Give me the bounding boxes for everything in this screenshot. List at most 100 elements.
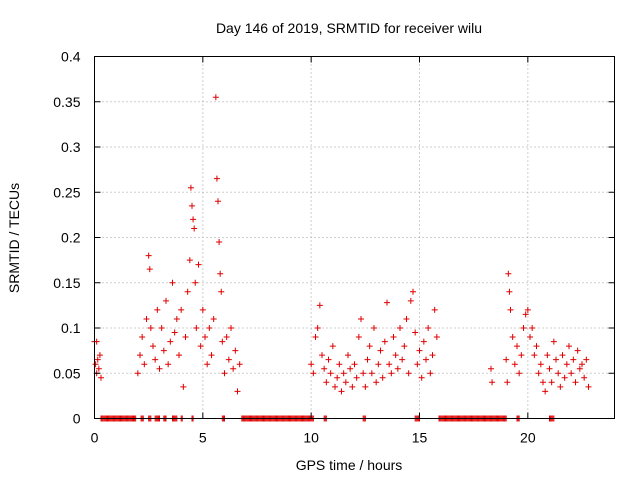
data-point xyxy=(527,334,533,341)
data-points xyxy=(91,94,592,422)
y-tick-label: 0.2 xyxy=(61,230,81,246)
data-point xyxy=(504,379,511,386)
data-point xyxy=(347,365,354,372)
data-point xyxy=(95,365,102,372)
data-point xyxy=(407,297,414,304)
data-point xyxy=(186,257,193,264)
data-point xyxy=(329,343,336,350)
data-point xyxy=(178,306,185,313)
x-tick-label: 15 xyxy=(412,430,428,446)
data-point xyxy=(429,352,436,359)
data-point xyxy=(228,325,234,331)
data-point xyxy=(524,306,531,313)
data-point xyxy=(572,379,579,386)
y-tick-labels: 0 0.05 0.1 0.15 0.2 0.25 0.3 0.35 0.4 xyxy=(53,49,80,427)
data-point xyxy=(559,352,566,359)
data-point xyxy=(218,288,225,295)
data-point xyxy=(332,383,338,390)
data-point xyxy=(506,288,513,295)
data-point xyxy=(327,370,334,377)
data-point xyxy=(210,315,217,322)
data-point xyxy=(535,370,542,377)
data-point xyxy=(550,338,557,345)
y-axis-label: SRMTID / TECUs xyxy=(6,183,22,293)
data-point xyxy=(154,306,161,313)
data-point xyxy=(217,270,224,277)
data-point xyxy=(401,343,408,350)
data-point xyxy=(308,361,315,368)
x-tick-label: 0 xyxy=(91,430,99,446)
data-point xyxy=(199,306,206,313)
data-point xyxy=(137,352,143,359)
data-point xyxy=(377,347,384,354)
y-tick-label: 0.1 xyxy=(61,320,81,336)
x-tick-labels: 0 5 10 15 20 xyxy=(91,430,536,446)
data-point xyxy=(184,288,191,295)
data-point xyxy=(566,343,572,350)
data-point xyxy=(340,370,347,377)
data-point xyxy=(314,325,321,331)
data-point xyxy=(96,352,103,359)
data-point xyxy=(375,361,382,368)
data-point xyxy=(146,266,153,273)
data-point xyxy=(195,261,202,268)
data-point xyxy=(180,383,187,390)
data-point xyxy=(418,374,425,381)
data-point xyxy=(156,365,163,372)
data-point xyxy=(553,356,559,363)
data-point xyxy=(373,379,380,386)
data-point xyxy=(574,347,581,354)
data-point xyxy=(232,347,239,354)
data-point xyxy=(542,388,549,395)
data-point xyxy=(522,311,529,318)
y-tick-label: 0.15 xyxy=(53,275,80,291)
data-point xyxy=(145,252,152,259)
data-point xyxy=(381,338,388,345)
data-point xyxy=(366,343,373,350)
data-point xyxy=(312,334,319,341)
data-point xyxy=(310,370,317,377)
data-point xyxy=(520,325,527,331)
data-point xyxy=(187,184,194,191)
data-point xyxy=(219,338,226,345)
data-point xyxy=(531,352,538,359)
data-point xyxy=(191,225,198,232)
data-point xyxy=(364,356,371,363)
y-tick-label: 0 xyxy=(73,411,81,427)
data-point xyxy=(223,334,230,341)
chart-title: Day 146 of 2019, SRMTID for receiver wil… xyxy=(216,20,482,36)
data-point xyxy=(323,379,330,386)
data-point xyxy=(412,329,419,336)
data-point xyxy=(139,334,146,341)
data-point xyxy=(583,356,590,363)
data-point xyxy=(98,374,104,381)
x-axis-label: GPS time / hours xyxy=(296,457,403,473)
data-point xyxy=(143,315,150,322)
data-point xyxy=(225,356,232,363)
data-point xyxy=(150,343,156,350)
y-tick-label: 0.05 xyxy=(53,365,80,381)
data-point xyxy=(204,361,211,368)
data-point xyxy=(316,302,323,309)
data-point xyxy=(230,365,237,372)
data-point xyxy=(533,343,540,350)
data-point xyxy=(563,361,570,368)
data-point xyxy=(92,361,99,368)
data-point xyxy=(197,343,204,350)
data-point xyxy=(362,383,369,390)
data-point xyxy=(488,365,494,372)
data-point xyxy=(548,379,555,386)
data-point xyxy=(394,365,401,372)
data-point xyxy=(212,94,219,101)
y-tick-label: 0.25 xyxy=(53,184,80,200)
data-point xyxy=(171,329,178,336)
data-point xyxy=(544,352,551,359)
data-point xyxy=(321,365,328,372)
data-point xyxy=(353,374,360,381)
data-point xyxy=(423,356,429,363)
data-point xyxy=(206,325,213,331)
data-point xyxy=(182,334,189,341)
data-point xyxy=(384,299,390,306)
data-point xyxy=(163,297,169,304)
data-point xyxy=(516,370,523,377)
